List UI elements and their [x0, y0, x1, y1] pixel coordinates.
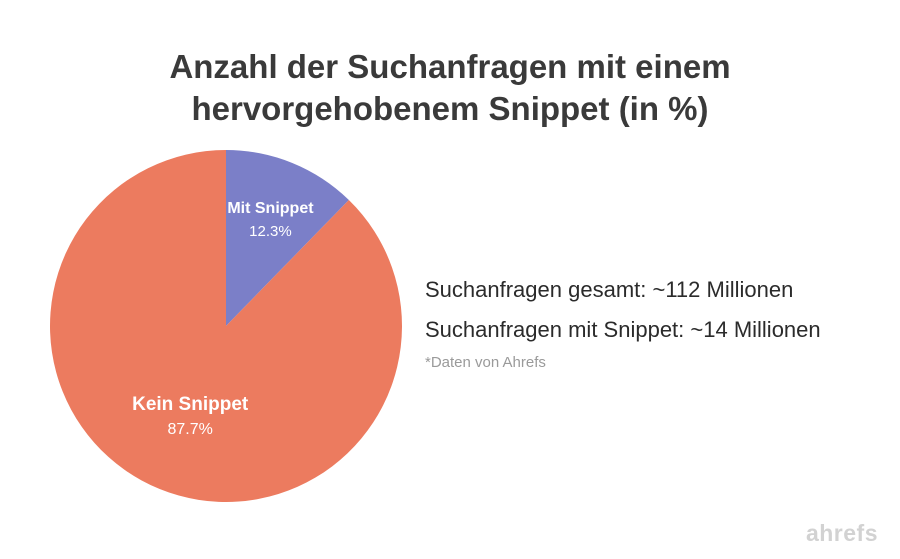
total-queries-text: Suchanfragen gesamt: ~112 Millionen [425, 277, 794, 302]
pie-slice-mit-snippet [226, 150, 349, 326]
slice-value-mit-snippet: 12.3% [249, 223, 292, 240]
info-panel: Suchanfragen gesamt: ~112 Millionen Such… [425, 270, 895, 376]
slice-label-mit-snippet: Mit Snippet [227, 200, 314, 217]
slice-value-kein-snippet: 87.7% [167, 421, 212, 438]
slice-label-kein-snippet: Kein Snippet [132, 394, 249, 415]
pie-slice-kein-snippet [49, 150, 402, 503]
pie-chart: Mit Snippet 12.3% Kein Snippet 87.7% [49, 150, 402, 503]
chart-title: Anzahl der Suchanfragen mit einem hervor… [0, 46, 900, 130]
chart-title-line-2: hervorgehobenem Snippet (in %) [191, 90, 709, 127]
source-footnote: *Daten von Ahrefs [425, 354, 546, 371]
ahrefs-logo: ahrefs [805, 520, 878, 546]
snippet-queries-text: Suchanfragen mit Snippet: ~14 Millionen [425, 317, 821, 342]
chart-title-line-1: Anzahl der Suchanfragen mit einem [169, 48, 731, 85]
